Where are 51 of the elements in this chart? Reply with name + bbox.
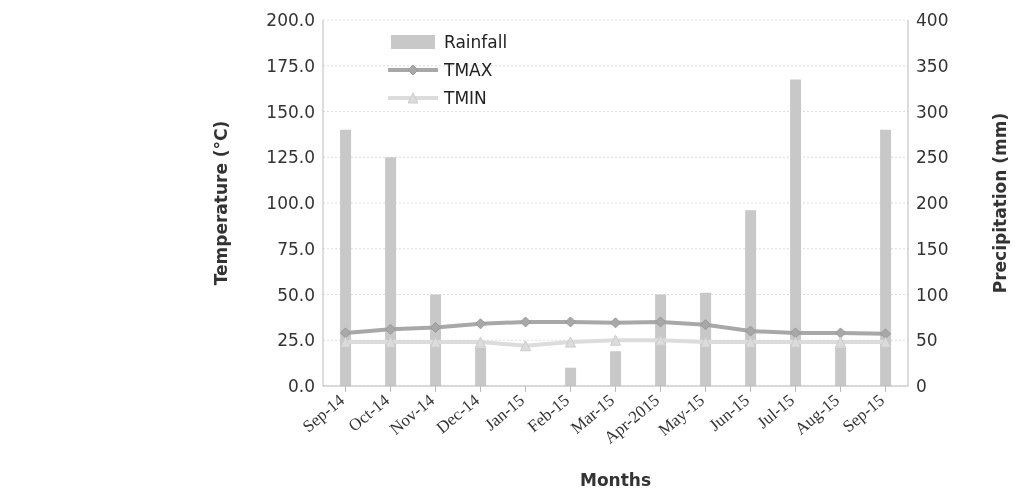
point [565,336,576,348]
point [790,327,801,339]
bar [610,351,622,386]
bar [880,129,892,386]
y-tick-label: 200.0 [266,10,315,31]
point [790,336,801,348]
y2-tick-label: 300 [916,101,949,122]
point [655,316,666,328]
y-tick-label: 150.0 [266,101,315,122]
y2-tick-label: 350 [916,55,949,76]
y2-tick-label: 400 [916,10,949,31]
bar [340,129,352,386]
point [835,336,846,348]
y-tick-label: 50.0 [277,284,315,305]
point [475,318,486,330]
y-tick-label: 100.0 [266,193,315,214]
y2-tick-label: 200 [916,193,949,214]
y-tick-label: 0.0 [287,376,315,397]
point [340,336,351,348]
point [475,336,486,348]
legend-label: TMAX [444,60,493,80]
point [385,323,396,335]
y2-tick-label: 50 [916,330,938,351]
bar [565,367,577,386]
point [610,334,621,346]
y-tick-label: 175.0 [266,55,315,76]
point [520,316,531,328]
bar [790,79,802,386]
y-tick-label: 125.0 [266,147,315,168]
x-axis-title: Months [579,470,652,490]
point [565,316,576,328]
point [835,327,846,339]
legend-label: Rainfall [444,32,508,52]
point [610,317,621,329]
y2-tick-label: 0 [916,376,927,397]
y2-tick-label: 100 [916,284,949,305]
y2-tick-label: 250 [916,147,949,168]
point [520,340,531,352]
y-tick-label: 25.0 [277,330,315,351]
legend-label: TMIN [444,88,487,108]
y-axis-title: Temperature (°C) [211,120,232,286]
y2-axis-title: Precipitation (mm) [990,112,1011,294]
point [430,321,441,333]
bar [745,210,757,386]
y-tick-label: 75.0 [277,238,315,259]
point [340,327,351,339]
point [700,319,711,331]
point [745,325,756,337]
point [880,336,891,348]
y2-tick-label: 150 [916,238,949,259]
bar [385,157,397,386]
